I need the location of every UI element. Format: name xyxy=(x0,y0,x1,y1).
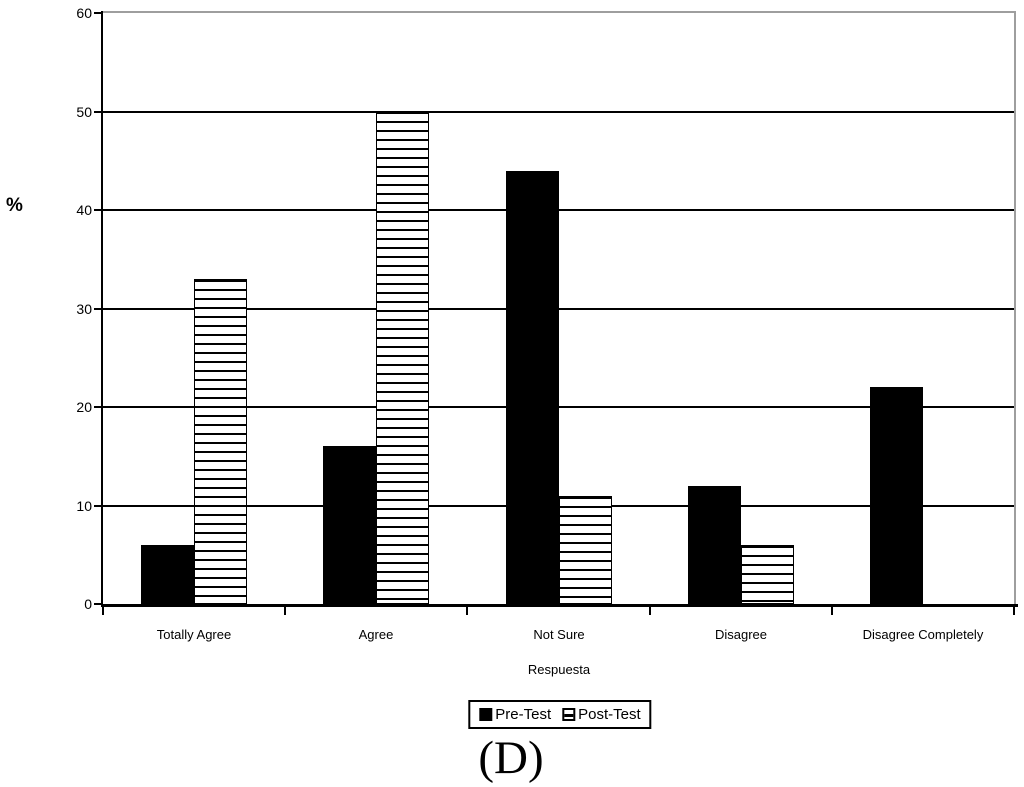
bar-pre-test-agree xyxy=(323,446,376,604)
bar-pre-test-disagree-completely xyxy=(870,387,923,604)
x-tick-2 xyxy=(466,607,468,615)
legend: Pre-Test Post-Test xyxy=(468,700,652,729)
figure-caption: (D) xyxy=(478,732,544,784)
x-tick-3 xyxy=(649,607,651,615)
y-tick-label-50: 50 xyxy=(76,104,92,120)
y-tick-50 xyxy=(94,111,103,113)
bar-pre-test-not-sure xyxy=(506,171,559,604)
y-tick-label-40: 40 xyxy=(76,202,92,218)
legend-label-pre-test: Pre-Test xyxy=(495,706,552,723)
pre-test-swatch-icon xyxy=(479,708,493,721)
y-axis-line xyxy=(101,11,103,604)
bar-post-test-agree xyxy=(376,111,429,604)
y-axis-title: % xyxy=(6,195,23,216)
category-label-totally-agree: Totally Agree xyxy=(156,627,232,642)
bar-post-test-totally-agree xyxy=(194,279,247,604)
x-axis-title: Respuesta xyxy=(527,662,591,677)
y-tick-label-20: 20 xyxy=(76,399,92,415)
y-tick-20 xyxy=(94,406,103,408)
gridline-50 xyxy=(103,111,1014,113)
x-tick-0 xyxy=(102,607,104,615)
y-tick-label-0: 0 xyxy=(84,596,92,612)
category-label-disagree-completely: Disagree Completely xyxy=(862,627,984,642)
x-tick-5 xyxy=(1013,607,1015,615)
bar-pre-test-totally-agree xyxy=(141,545,194,604)
y-tick-0 xyxy=(94,603,103,605)
category-label-disagree: Disagree xyxy=(714,627,768,642)
bar-pre-test-disagree xyxy=(688,486,741,604)
x-axis-line xyxy=(101,604,1018,607)
y-tick-10 xyxy=(94,505,103,507)
bar-post-test-not-sure xyxy=(559,496,612,604)
y-tick-60 xyxy=(94,12,103,14)
post-test-swatch-icon xyxy=(562,708,576,721)
y-tick-label-30: 30 xyxy=(76,301,92,317)
bar-post-test-disagree xyxy=(741,545,794,604)
x-tick-1 xyxy=(284,607,286,615)
y-tick-label-10: 10 xyxy=(76,498,92,514)
y-tick-40 xyxy=(94,209,103,211)
y-tick-30 xyxy=(94,308,103,310)
y-tick-label-60: 60 xyxy=(76,5,92,21)
category-label-agree: Agree xyxy=(358,627,394,642)
plot-area xyxy=(103,11,1016,604)
x-tick-4 xyxy=(831,607,833,615)
category-label-not-sure: Not Sure xyxy=(533,627,585,642)
legend-label-post-test: Post-Test xyxy=(578,706,641,723)
